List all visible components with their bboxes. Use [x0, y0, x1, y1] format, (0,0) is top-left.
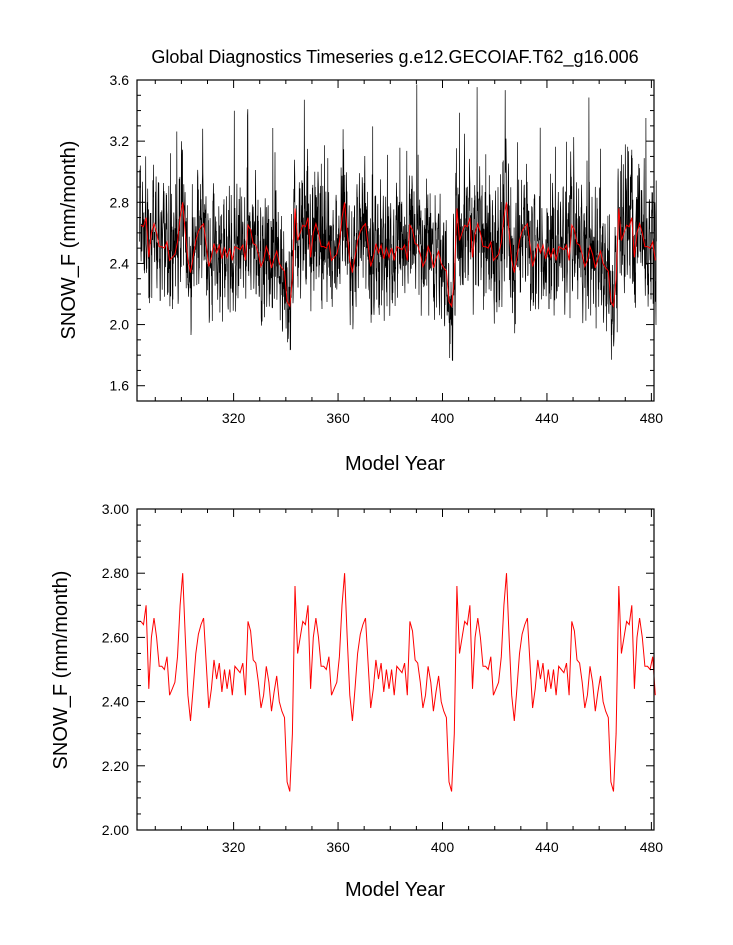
bottom-ytick-label: 2.60 — [102, 629, 129, 645]
bottom-ytick-label: 3.00 — [102, 501, 129, 517]
top-monthly-series — [139, 84, 657, 362]
top-ytick-label: 3.6 — [110, 72, 130, 88]
bottom-ylabel: SNOW_F (mm/month) — [50, 571, 72, 770]
bottom-annual-series — [140, 573, 656, 792]
bottom-xtick-label: 400 — [431, 839, 455, 855]
bottom-xlabel: Model Year — [345, 879, 445, 901]
top-xtick-label: 480 — [640, 410, 664, 426]
bottom-xtick-label: 320 — [222, 839, 246, 855]
top-ytick-label: 2.0 — [110, 317, 130, 333]
top-annual-line — [140, 202, 656, 308]
top-xtick-label: 440 — [535, 410, 559, 426]
bottom-xtick-label: 440 — [535, 839, 559, 855]
top-xtick-label: 320 — [222, 410, 246, 426]
bottom-panel: 320 360 400 440 4802.002.202.402.602.803.00 … — [50, 501, 663, 901]
top-xlabel: Model Year — [345, 453, 445, 475]
top-xtick-label: 360 — [326, 410, 350, 426]
top-ylabel: SNOW_F (mm/month) — [58, 141, 80, 340]
top-xtick-label: 400 — [431, 410, 455, 426]
top-annual-series — [140, 202, 656, 308]
top-panel: 320 360 400 440 480 1.6 2.0 2.4 2.8 3.2 3.6 Model … — [58, 72, 663, 475]
bottom-ytick-label: 2.40 — [102, 694, 129, 710]
bottom-ytick-label: 2.20 — [102, 758, 129, 774]
top-monthly-line — [139, 84, 657, 362]
bottom-plot-frame — [136, 508, 655, 831]
top-plot-frame — [136, 79, 655, 402]
bottom-ytick-label: 2.00 — [102, 822, 129, 838]
top-ytick-label: 2.4 — [110, 255, 130, 271]
bottom-annual-line — [140, 573, 656, 792]
top-ytick-label: 2.8 — [110, 194, 130, 210]
bottom-xtick-label: 360 — [326, 839, 350, 855]
bottom-xtick-label: 480 — [640, 839, 664, 855]
top-ytick-label: 3.2 — [110, 133, 130, 149]
bottom-ytick-label: 2.80 — [102, 565, 129, 581]
chart-title: Global Diagnostics Timeseries g.e12.GECO… — [151, 47, 638, 68]
top-ytick-label: 1.6 — [110, 378, 130, 394]
